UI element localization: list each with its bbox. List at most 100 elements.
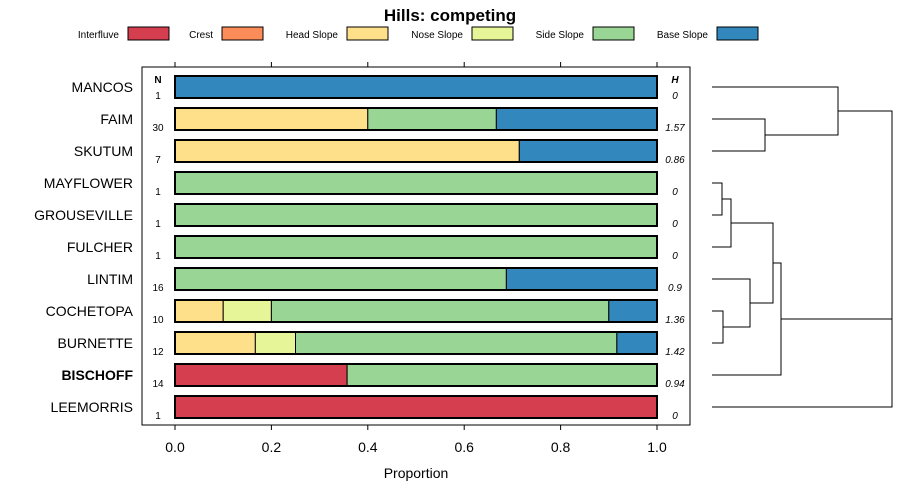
row-label-faim: FAIM (100, 111, 133, 127)
row-label-mayflower: MAYFLOWER (44, 175, 133, 191)
bar-segment-cochetopa-nose-slope (222, 299, 272, 323)
bar-segment-grouseville-side-slope (174, 203, 658, 227)
bar-segment-lintim-base-slope (505, 267, 658, 291)
h-value-mancos: 0 (672, 91, 678, 102)
bar-segment-mayflower-side-slope (174, 171, 658, 195)
legend-swatch-side-slope (592, 26, 635, 41)
legend-label-interfluve: Interfluve (78, 30, 120, 41)
h-column-header: H (671, 75, 679, 86)
bar-segment-leemorris-interfluve (174, 395, 658, 419)
bar-segment-faim-side-slope (367, 107, 497, 131)
row-labels: MANCOS FAIM SKUTUM MAYFLOWER GROUSEVILLE FULC… (34, 79, 133, 415)
x-tick-label-3: 0.6 (454, 439, 474, 455)
x-axis: 0.0 0.2 0.4 0.6 0.8 1.0 (165, 62, 667, 455)
x-tick-label-0: 0.0 (165, 439, 185, 455)
legend-swatch-head-slope (346, 26, 389, 41)
legend-swatch-crest (221, 26, 264, 41)
dendrogram-link-lintim (712, 278, 751, 328)
bar-segment-skutum-head-slope (174, 139, 520, 163)
row-label-lintim: LINTIM (87, 271, 133, 287)
bar-outline-fulcher (174, 235, 658, 259)
row-label-leemorris: LEEMORRIS (51, 399, 133, 415)
row-label-skutum: SKUTUM (74, 143, 133, 159)
bar-segment-faim-head-slope (174, 107, 369, 131)
bar-outline-mayflower (174, 171, 658, 195)
row-label-burnette: BURNETTE (58, 335, 133, 351)
chart-title: Hills: competing (384, 6, 516, 25)
dendrogram-link-leemorris (712, 318, 893, 408)
h-values: 0 1.57 0.86 0 0 0 0.9 1.36 1.42 0.94 0 (665, 91, 685, 422)
bar-outline-faim (174, 107, 658, 131)
bar-segment-cochetopa-base-slope (608, 299, 658, 323)
bar-segment-burnette-side-slope (295, 331, 618, 355)
bar-outline-burnette (174, 331, 658, 355)
dendrogram-link-faim-skutum (712, 118, 766, 152)
bar-segment-fulcher-side-slope (174, 235, 658, 259)
bar-outline-lintim (174, 267, 658, 291)
bar-segment-burnette-base-slope (616, 331, 658, 355)
dendrogram (712, 86, 893, 408)
n-value-skutum: 7 (155, 155, 161, 166)
legend-label-crest: Crest (189, 30, 213, 41)
legend-label-nose-slope: Nose Slope (411, 30, 463, 41)
n-value-mancos: 1 (155, 91, 161, 102)
h-value-lintim: 0.9 (668, 283, 682, 294)
h-value-faim: 1.57 (665, 123, 685, 134)
bar-segment-faim-base-slope (495, 107, 658, 131)
n-values: 1 30 7 1 1 1 16 10 12 14 1 (152, 91, 164, 422)
legend-label-head-slope: Head Slope (286, 30, 339, 41)
bar-segment-mancos-base-slope (174, 75, 658, 99)
row-label-cochetopa: COCHETOPA (46, 303, 134, 319)
bar-segment-cochetopa-side-slope (270, 299, 610, 323)
row-label-bischoff: BISCHOFF (61, 367, 133, 383)
h-value-mayflower: 0 (672, 187, 678, 198)
dendrogram-link-middle (731, 222, 774, 304)
h-value-fulcher: 0 (672, 251, 678, 262)
h-value-cochetopa: 1.36 (665, 315, 685, 326)
legend-swatch-base-slope (716, 26, 759, 41)
n-value-burnette: 12 (152, 347, 164, 358)
n-value-lintim: 16 (152, 283, 164, 294)
n-value-bischoff: 14 (152, 379, 164, 390)
n-column-header: N (154, 75, 161, 86)
x-tick-label-1: 0.2 (262, 439, 282, 455)
bar-segment-bischoff-interfluve (174, 363, 348, 387)
legend-swatch-interfluve (127, 26, 170, 41)
row-label-mancos: MANCOS (72, 79, 133, 95)
h-value-leemorris: 0 (672, 411, 678, 422)
row-label-grouseville: GROUSEVILLE (34, 207, 133, 223)
h-value-bischoff: 0.94 (665, 379, 685, 390)
bar-outline-bischoff (174, 363, 658, 387)
n-value-grouseville: 1 (155, 219, 161, 230)
bar-outline-cochetopa (174, 299, 658, 323)
dendrogram-link-mancos-cluster (712, 86, 839, 136)
bar-segment-burnette-nose-slope (254, 331, 296, 355)
n-value-fulcher: 1 (155, 251, 161, 262)
dendrogram-link-cochetopa-burnette (712, 310, 724, 344)
legend: Interfluve Crest Head Slope Nose Slope Side … (78, 26, 759, 41)
x-tick-label-4: 0.8 (551, 439, 571, 455)
legend-label-base-slope: Base Slope (657, 30, 709, 41)
bar-segment-skutum-base-slope (518, 139, 658, 163)
bar-segment-bischoff-side-slope (346, 363, 658, 387)
bar-outline-mancos (174, 75, 658, 99)
row-label-fulcher: FULCHER (67, 239, 133, 255)
x-tick-label-5: 1.0 (647, 439, 667, 455)
n-value-leemorris: 1 (155, 411, 161, 422)
x-axis-title: Proportion (384, 465, 449, 481)
h-value-grouseville: 0 (672, 219, 678, 230)
bar-outline-skutum (174, 139, 658, 163)
bar-segment-burnette-head-slope (174, 331, 256, 355)
bars (174, 75, 658, 419)
dendrogram-link-root (838, 110, 893, 363)
h-value-skutum: 0.86 (665, 155, 685, 166)
bar-outline-leemorris (174, 395, 658, 419)
dendrogram-link-bischoff (712, 262, 782, 376)
n-value-faim: 30 (152, 123, 164, 134)
legend-label-side-slope: Side Slope (536, 30, 585, 41)
dendrogram-link-mayflower-grouseville (712, 182, 723, 216)
x-tick-label-2: 0.4 (358, 439, 378, 455)
n-value-mayflower: 1 (155, 187, 161, 198)
bar-segment-cochetopa-head-slope (174, 299, 224, 323)
